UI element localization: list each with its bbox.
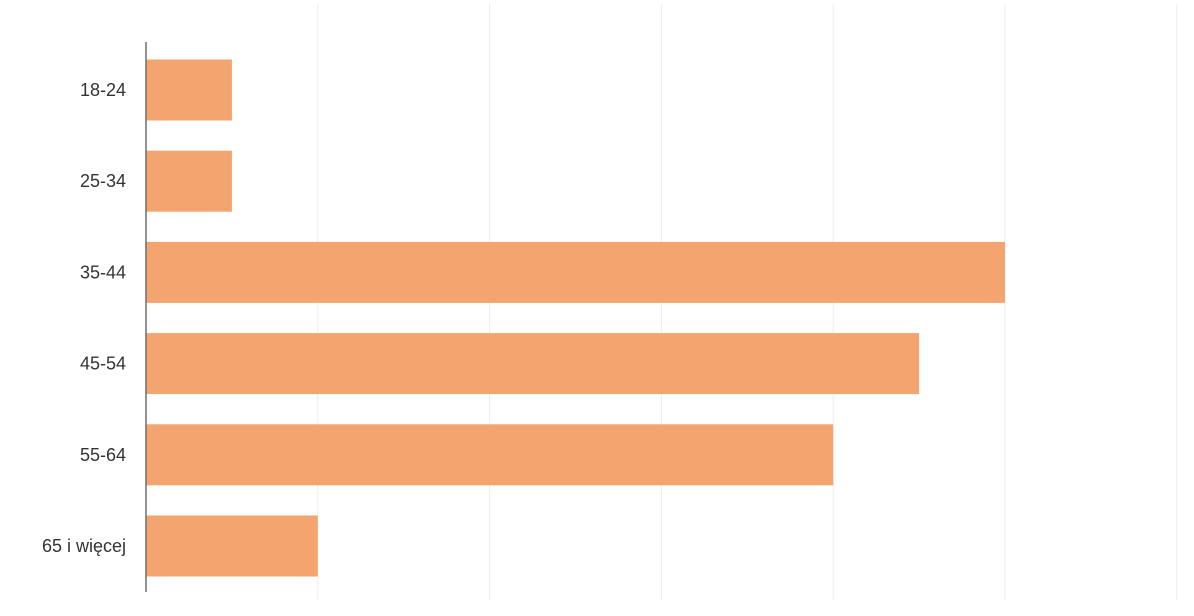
- bar-4: [146, 424, 834, 486]
- bar-5: [146, 515, 318, 577]
- bars: [146, 59, 1005, 577]
- category-label-4: 55-64: [80, 445, 126, 465]
- bar-3: [146, 333, 920, 395]
- category-label-3: 45-54: [80, 354, 126, 374]
- bar-1: [146, 150, 232, 212]
- bar-0: [146, 59, 232, 121]
- category-label-1: 25-34: [80, 171, 126, 191]
- category-label-2: 35-44: [80, 262, 126, 282]
- category-label-0: 18-24: [80, 80, 126, 100]
- bar-2: [146, 241, 1005, 303]
- category-labels: 18-24 25-34 35-44 45-54 55-64 65 i więcej: [42, 80, 126, 556]
- category-label-5: 65 i więcej: [42, 536, 126, 556]
